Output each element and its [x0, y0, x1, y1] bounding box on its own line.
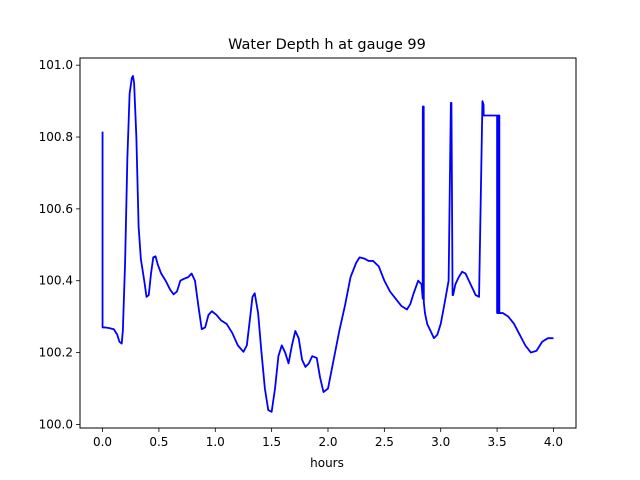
y-tick-label: 100.4: [39, 274, 73, 288]
x-tick-label: 3.5: [488, 435, 507, 449]
y-tick-label: 101.0: [39, 58, 73, 72]
x-tick-label: 1.0: [206, 435, 225, 449]
x-tick-label: 0.0: [93, 435, 112, 449]
x-tick-label: 2.0: [318, 435, 337, 449]
y-tick-label: 100.0: [39, 417, 73, 431]
y-axis: 100.0 100.2 100.4 100.6 100.8 101.0: [39, 58, 80, 431]
chart-title: Water Depth h at gauge 99: [228, 37, 426, 53]
x-axis-label: hours: [310, 456, 344, 470]
y-tick-label: 100.6: [39, 202, 73, 216]
x-tick-label: 4.0: [544, 435, 563, 449]
series-line: [101, 75, 554, 413]
x-tick-label: 3.0: [431, 435, 450, 449]
y-tick-label: 100.2: [39, 346, 73, 360]
x-tick-label: 2.5: [375, 435, 394, 449]
x-axis: 0.0 0.5 1.0 1.5 2.0 2.5 3.0 3.5 4.0: [93, 428, 563, 449]
x-tick-label: 1.5: [262, 435, 281, 449]
y-tick-label: 100.8: [39, 130, 73, 144]
x-tick-label: 0.5: [149, 435, 168, 449]
